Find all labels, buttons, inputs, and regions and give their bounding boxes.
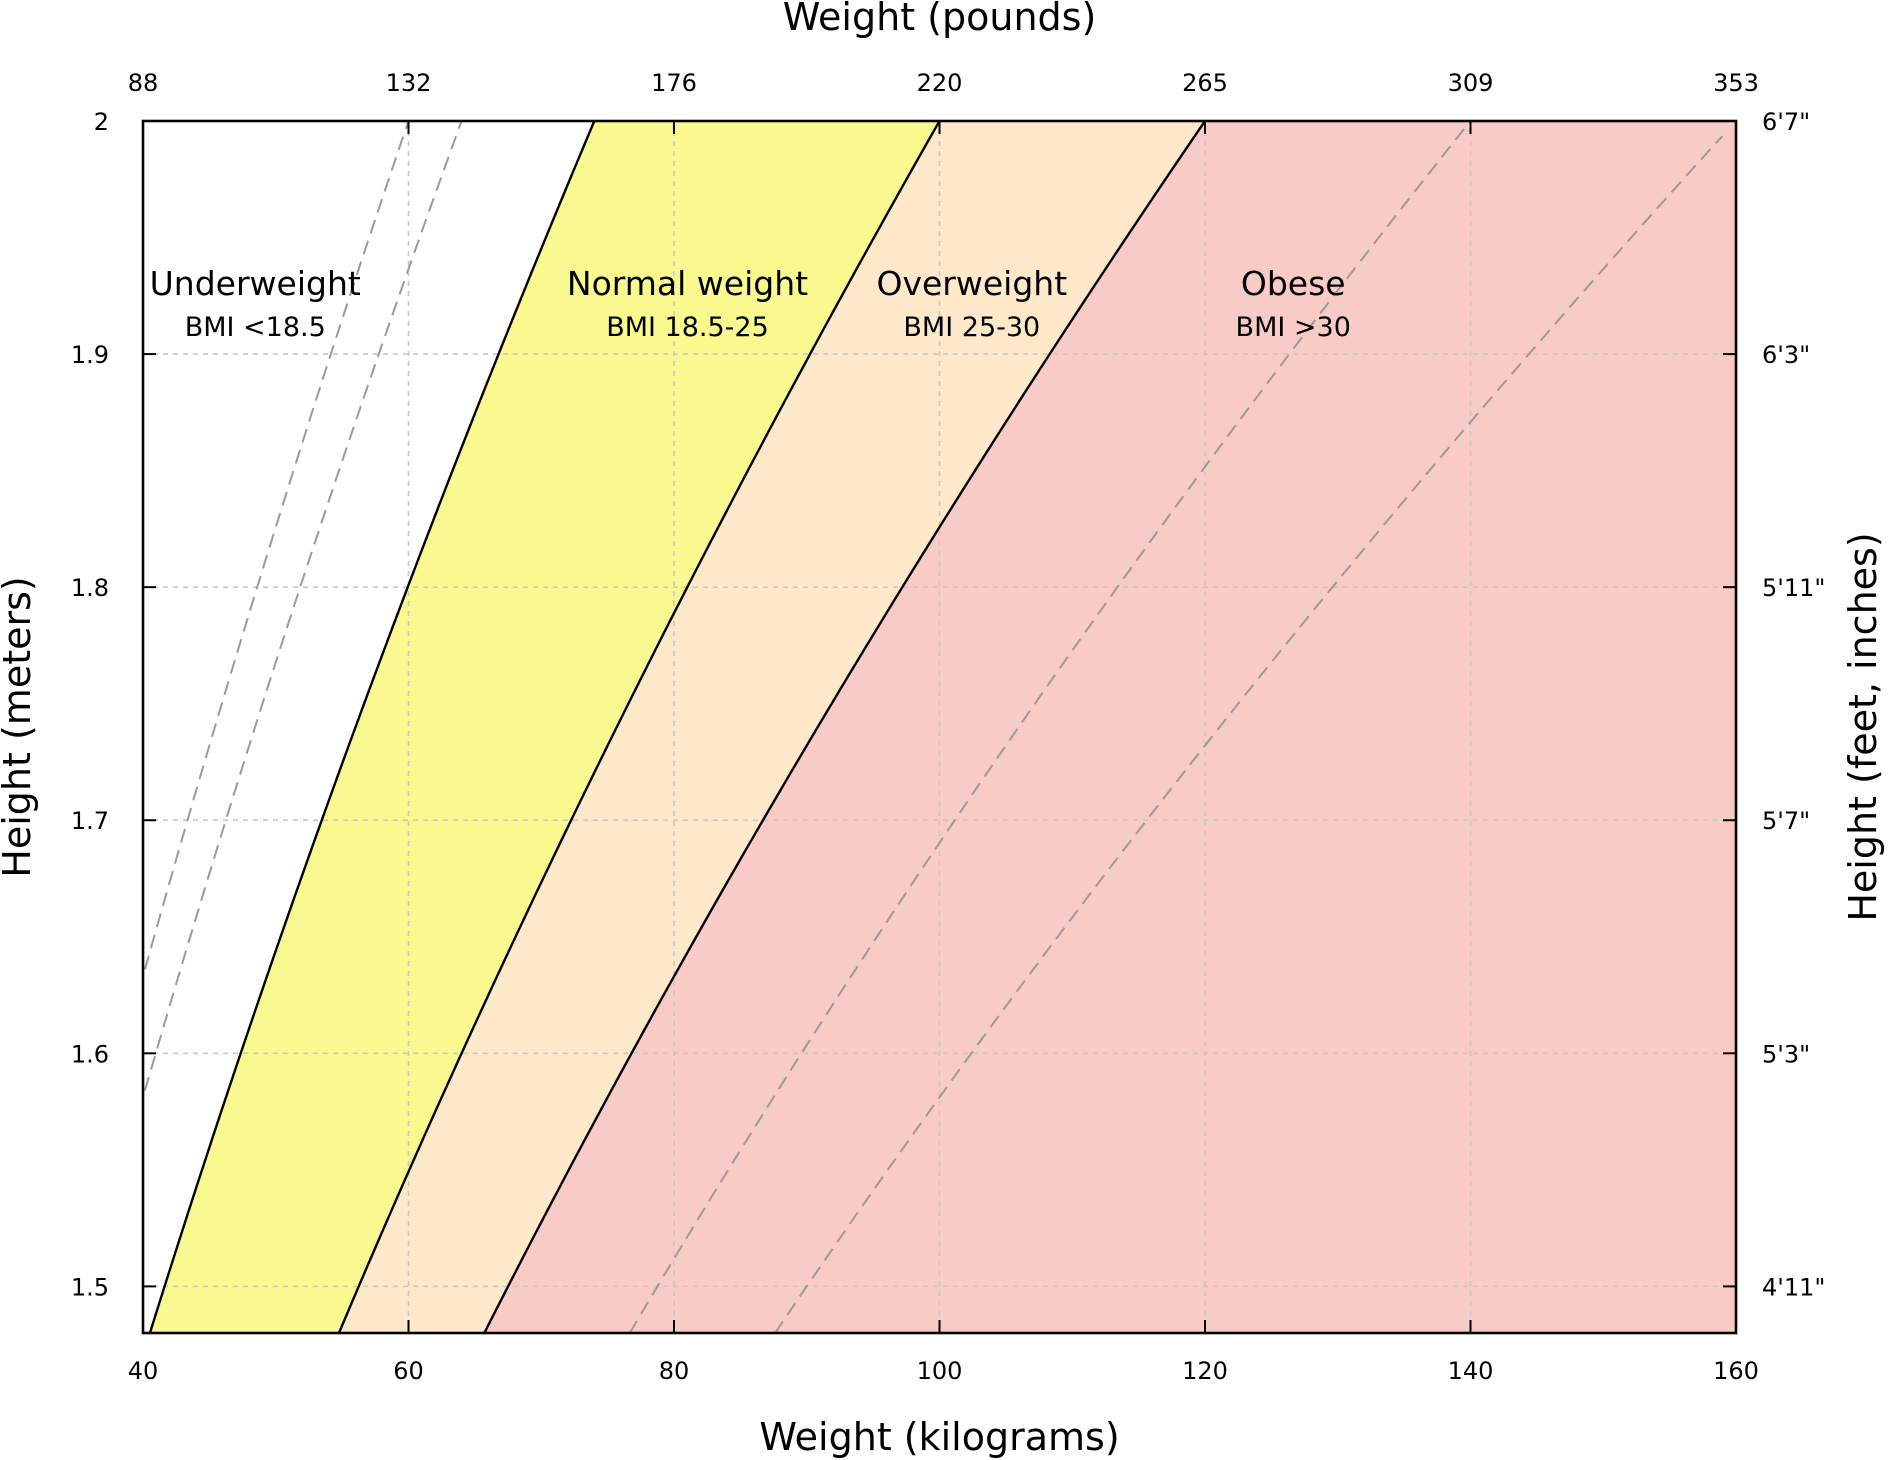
y-tick-label: 2 — [94, 108, 109, 136]
y-tick-label: 1.7 — [71, 807, 109, 835]
x2-tick-label: 88 — [128, 69, 159, 97]
region-obese — [484, 121, 1737, 1333]
region-overweight — [338, 121, 1205, 1333]
y2-tick-label: 5'11" — [1762, 574, 1825, 602]
bmi-guide-line — [143, 120, 463, 1091]
region-bmi-range: BMI 18.5-25 — [606, 312, 769, 343]
bmi-boundary-line — [483, 120, 1206, 1334]
grid — [143, 121, 1736, 1333]
y2-axis-title: Height (feet, inches) — [1841, 532, 1885, 921]
x2-tick-label: 176 — [651, 69, 697, 97]
region-label-normal-weight: Normal weight BMI 18.5-25 — [567, 264, 808, 343]
x2-tick-label: 309 — [1448, 69, 1494, 97]
y-tick-label: 1.9 — [71, 341, 109, 369]
y-tick-label: 1.8 — [71, 574, 109, 602]
region-name: Overweight — [877, 264, 1068, 303]
y-axis-title: Height (meters) — [0, 576, 39, 877]
x-tick-label: 160 — [1713, 1357, 1759, 1385]
y2-tick-label: 5'7" — [1762, 807, 1810, 835]
region-normal-weight — [149, 121, 940, 1333]
y2-tick-label: 6'3" — [1762, 341, 1810, 369]
region-labels: Underweight BMI <18.5 Normal weight BMI 18.… — [150, 264, 1351, 343]
x-tick-label: 100 — [917, 1357, 963, 1385]
x2-tick-label: 265 — [1182, 69, 1228, 97]
bmi-boundary-line — [337, 120, 941, 1334]
y-tick-label: 1.5 — [71, 1273, 109, 1301]
bmi-guide-line — [143, 120, 410, 970]
region-bmi-range: BMI >30 — [1236, 312, 1351, 343]
x-tick-label: 140 — [1448, 1357, 1494, 1385]
x-tick-label: 60 — [393, 1357, 424, 1385]
x2-tick-label: 132 — [386, 69, 432, 97]
bmi-guide-line — [774, 135, 1723, 1334]
region-name: Obese — [1241, 264, 1346, 303]
y-tick-label: 1.6 — [71, 1040, 109, 1068]
x2-tick-label: 353 — [1713, 69, 1759, 97]
region-underweight — [143, 121, 595, 1333]
bmi-regions — [143, 121, 1737, 1333]
x-tick-label: 80 — [659, 1357, 690, 1385]
axis-ticks: 40 60 80 100 120 140 160 88 132 176 220 265 309 353 1.… — [71, 69, 1826, 1385]
bmi-guide-line — [628, 120, 1472, 1334]
region-bmi-range: BMI 25-30 — [903, 312, 1040, 343]
region-bmi-range: BMI <18.5 — [185, 312, 326, 343]
x-tick-label: 40 — [128, 1357, 159, 1385]
bmi-boundaries — [148, 120, 1206, 1334]
bmi-guide-lines — [143, 120, 1723, 1334]
y2-tick-label: 5'3" — [1762, 1040, 1810, 1068]
region-label-overweight: Overweight BMI 25-30 — [877, 264, 1068, 343]
y2-tick-label: 6'7" — [1762, 108, 1810, 136]
region-name: Underweight — [150, 264, 361, 303]
x-tick-label: 120 — [1182, 1357, 1228, 1385]
y2-tick-label: 4'11" — [1762, 1273, 1825, 1301]
region-name: Normal weight — [567, 264, 808, 303]
region-label-obese: Obese BMI >30 — [1236, 264, 1351, 343]
x2-axis-title: Weight (pounds) — [783, 0, 1097, 39]
bmi-boundary-line — [148, 120, 596, 1334]
x2-tick-label: 220 — [917, 69, 963, 97]
x-axis-title: Weight (kilograms) — [759, 1415, 1119, 1459]
region-label-underweight: Underweight BMI <18.5 — [150, 264, 361, 343]
